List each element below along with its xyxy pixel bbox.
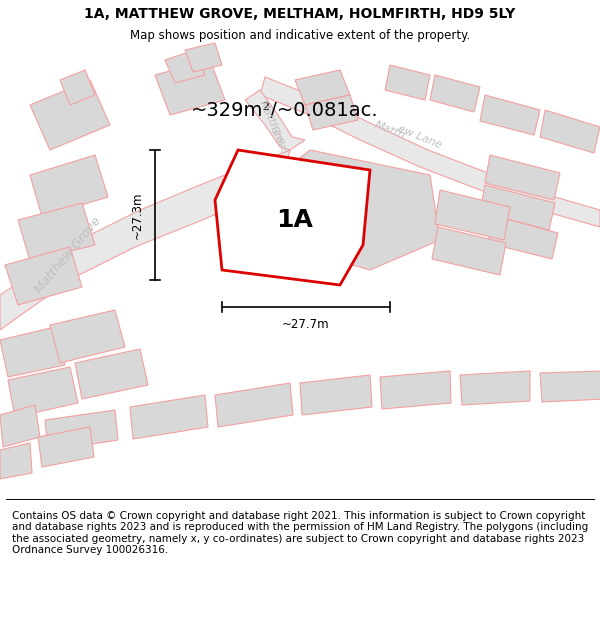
Polygon shape <box>45 410 118 451</box>
Text: ew Lane: ew Lane <box>397 124 443 151</box>
Polygon shape <box>300 375 372 415</box>
Polygon shape <box>0 150 290 330</box>
Polygon shape <box>430 75 480 112</box>
Polygon shape <box>18 203 95 261</box>
Polygon shape <box>38 427 94 467</box>
Polygon shape <box>60 70 95 105</box>
Polygon shape <box>130 395 208 439</box>
Polygon shape <box>480 95 540 135</box>
Text: Grove: Grove <box>267 124 289 156</box>
Polygon shape <box>245 90 305 150</box>
Polygon shape <box>30 80 110 150</box>
Text: ~329m²/~0.081ac.: ~329m²/~0.081ac. <box>191 101 379 119</box>
Polygon shape <box>0 405 40 447</box>
Polygon shape <box>260 77 600 227</box>
Polygon shape <box>0 443 32 479</box>
Polygon shape <box>435 190 510 240</box>
Polygon shape <box>0 327 65 377</box>
Polygon shape <box>50 310 125 363</box>
Text: 1A, MATTHEW GROVE, MELTHAM, HOLMFIRTH, HD9 5LY: 1A, MATTHEW GROVE, MELTHAM, HOLMFIRTH, H… <box>85 8 515 21</box>
Polygon shape <box>5 247 82 305</box>
Polygon shape <box>432 227 506 275</box>
Polygon shape <box>75 349 148 399</box>
Polygon shape <box>488 215 558 259</box>
Polygon shape <box>165 50 205 83</box>
Polygon shape <box>8 367 78 417</box>
Text: Matth: Matth <box>373 119 407 141</box>
Polygon shape <box>295 70 350 105</box>
Text: Matthew Grove: Matthew Grove <box>32 214 104 296</box>
Polygon shape <box>485 155 560 200</box>
Polygon shape <box>540 371 600 402</box>
Text: Matthew: Matthew <box>257 99 287 147</box>
Text: Contains OS data © Crown copyright and database right 2021. This information is : Contains OS data © Crown copyright and d… <box>12 511 588 556</box>
Text: 1A: 1A <box>277 208 313 232</box>
Polygon shape <box>540 110 600 153</box>
Text: ~27.3m: ~27.3m <box>131 191 143 239</box>
Polygon shape <box>30 155 108 217</box>
Polygon shape <box>185 43 222 72</box>
Polygon shape <box>480 185 555 230</box>
Polygon shape <box>385 65 430 100</box>
Polygon shape <box>305 95 358 130</box>
Polygon shape <box>215 150 370 285</box>
Polygon shape <box>380 371 451 409</box>
Text: Map shows position and indicative extent of the property.: Map shows position and indicative extent… <box>130 29 470 42</box>
Polygon shape <box>155 60 225 115</box>
Polygon shape <box>215 383 293 427</box>
Text: ~27.7m: ~27.7m <box>282 319 330 331</box>
Polygon shape <box>265 150 440 270</box>
Polygon shape <box>460 371 530 405</box>
